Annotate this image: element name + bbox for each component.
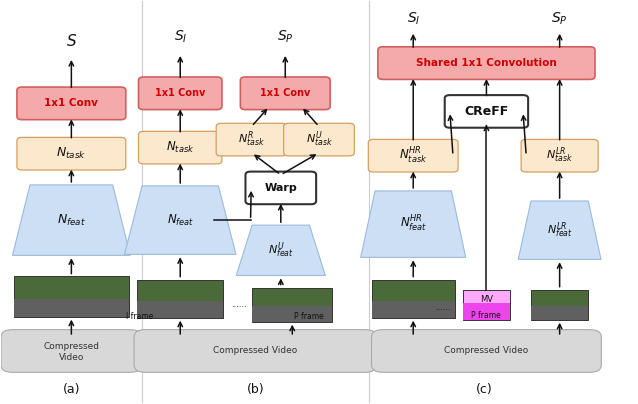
Text: $S$: $S$ <box>66 33 77 49</box>
Text: $S_I$: $S_I$ <box>174 29 187 45</box>
FancyBboxPatch shape <box>17 137 126 170</box>
FancyBboxPatch shape <box>372 280 455 318</box>
Text: $S_P$: $S_P$ <box>277 29 293 45</box>
Polygon shape <box>124 186 236 255</box>
FancyBboxPatch shape <box>14 299 129 317</box>
FancyBboxPatch shape <box>253 288 332 322</box>
FancyBboxPatch shape <box>138 77 222 109</box>
Text: $N_{task}$: $N_{task}$ <box>166 140 195 155</box>
Text: Shared 1x1 Convolution: Shared 1x1 Convolution <box>416 58 557 68</box>
Polygon shape <box>360 191 466 257</box>
FancyBboxPatch shape <box>531 306 588 320</box>
Text: $N_{feat}$: $N_{feat}$ <box>57 213 85 228</box>
Polygon shape <box>13 185 130 255</box>
FancyBboxPatch shape <box>372 301 455 318</box>
Text: $S_P$: $S_P$ <box>551 11 568 27</box>
Text: P frame: P frame <box>471 311 501 320</box>
Text: MV: MV <box>480 295 493 304</box>
Text: Compressed Video: Compressed Video <box>213 347 297 356</box>
Text: (c): (c) <box>476 383 493 396</box>
FancyBboxPatch shape <box>216 123 287 156</box>
Text: (a): (a) <box>63 383 80 396</box>
Text: $N_{feat}^U$: $N_{feat}^U$ <box>268 240 293 260</box>
Text: CReFF: CReFF <box>464 105 508 118</box>
Text: Warp: Warp <box>264 183 297 193</box>
Polygon shape <box>236 225 325 276</box>
Text: Video: Video <box>59 353 84 362</box>
Text: Compressed Video: Compressed Video <box>444 347 528 356</box>
Text: $N_{task}^{LR}$: $N_{task}^{LR}$ <box>546 146 573 166</box>
Text: $N_{feat}^{HR}$: $N_{feat}^{HR}$ <box>399 214 427 234</box>
Text: 1x1 Conv: 1x1 Conv <box>260 88 311 98</box>
Text: 1x1 Conv: 1x1 Conv <box>45 98 98 108</box>
Text: I frame: I frame <box>126 312 154 321</box>
Text: ......: ...... <box>232 300 248 309</box>
Text: $N_{feat}$: $N_{feat}$ <box>167 213 194 228</box>
FancyBboxPatch shape <box>463 303 510 320</box>
Text: (b): (b) <box>246 383 264 396</box>
FancyBboxPatch shape <box>246 172 316 204</box>
FancyBboxPatch shape <box>137 280 223 318</box>
Text: $S_I$: $S_I$ <box>406 11 420 27</box>
FancyBboxPatch shape <box>134 330 376 372</box>
FancyBboxPatch shape <box>521 139 598 172</box>
FancyBboxPatch shape <box>253 306 332 322</box>
Text: Compressed: Compressed <box>43 343 100 351</box>
FancyBboxPatch shape <box>137 301 223 318</box>
FancyBboxPatch shape <box>1 330 142 372</box>
Text: $N_{task}$: $N_{task}$ <box>56 146 86 161</box>
FancyBboxPatch shape <box>241 77 330 109</box>
Text: $N_{task}^R$: $N_{task}^R$ <box>238 130 265 149</box>
FancyBboxPatch shape <box>531 290 588 320</box>
FancyBboxPatch shape <box>17 87 126 120</box>
FancyBboxPatch shape <box>14 276 129 317</box>
Text: P frame: P frame <box>293 312 323 321</box>
FancyBboxPatch shape <box>138 131 222 164</box>
FancyBboxPatch shape <box>368 139 458 172</box>
Text: 1x1 Conv: 1x1 Conv <box>155 88 205 98</box>
FancyBboxPatch shape <box>284 123 354 156</box>
Polygon shape <box>518 201 601 259</box>
FancyBboxPatch shape <box>378 47 595 80</box>
FancyBboxPatch shape <box>463 290 510 320</box>
Text: $N_{feat}^{LR}$: $N_{feat}^{LR}$ <box>547 221 572 240</box>
FancyBboxPatch shape <box>371 330 602 372</box>
Text: $N_{task}^{HR}$: $N_{task}^{HR}$ <box>399 145 427 166</box>
Text: $N_{task}^U$: $N_{task}^U$ <box>306 130 332 149</box>
FancyBboxPatch shape <box>445 95 528 128</box>
Text: ......: ...... <box>435 303 451 312</box>
